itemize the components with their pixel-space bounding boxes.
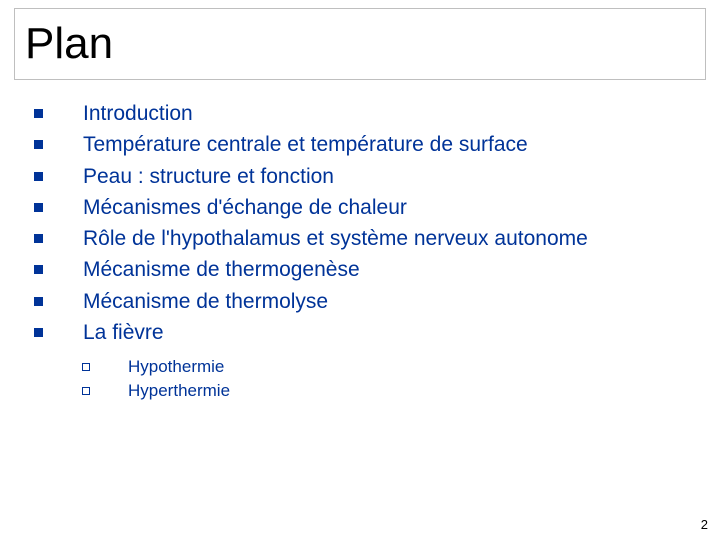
square-bullet-icon: [34, 265, 43, 274]
list-item: Mécanisme de thermolyse: [34, 288, 694, 315]
square-bullet-icon: [34, 172, 43, 181]
list-item-text: Mécanisme de thermogenèse: [83, 256, 360, 283]
list-item-text: Mécanismes d'échange de chaleur: [83, 194, 407, 221]
list-item: Introduction: [34, 100, 694, 127]
list-item: Mécanismes d'échange de chaleur: [34, 194, 694, 221]
square-bullet-icon: [34, 234, 43, 243]
list-item-text: Introduction: [83, 100, 193, 127]
list-item: Température centrale et température de s…: [34, 131, 694, 158]
list-item-text: La fièvre: [83, 319, 164, 346]
hollow-square-bullet-icon: [82, 387, 90, 395]
sublist-item-text: Hyperthermie: [128, 380, 230, 402]
square-bullet-icon: [34, 109, 43, 118]
slide-title: Plan: [25, 19, 113, 69]
square-bullet-icon: [34, 140, 43, 149]
slide: Plan Introduction Température centrale e…: [0, 0, 720, 540]
list-item-text: Rôle de l'hypothalamus et système nerveu…: [83, 225, 588, 252]
sublist-item: Hyperthermie: [82, 380, 694, 402]
list-item: Mécanisme de thermogenèse: [34, 256, 694, 283]
list-item: Rôle de l'hypothalamus et système nerveu…: [34, 225, 694, 252]
list-item-text: Température centrale et température de s…: [83, 131, 528, 158]
square-bullet-icon: [34, 328, 43, 337]
sublist-item-text: Hypothermie: [128, 356, 224, 378]
sublist-item: Hypothermie: [82, 356, 694, 378]
bullet-list: Introduction Température centrale et tem…: [34, 100, 694, 405]
page-number: 2: [701, 517, 708, 532]
list-item-text: Peau : structure et fonction: [83, 163, 334, 190]
title-region: Plan: [14, 8, 706, 80]
list-item: Peau : structure et fonction: [34, 163, 694, 190]
list-item-text: Mécanisme de thermolyse: [83, 288, 328, 315]
list-item: La fièvre: [34, 319, 694, 346]
hollow-square-bullet-icon: [82, 363, 90, 371]
square-bullet-icon: [34, 297, 43, 306]
square-bullet-icon: [34, 203, 43, 212]
